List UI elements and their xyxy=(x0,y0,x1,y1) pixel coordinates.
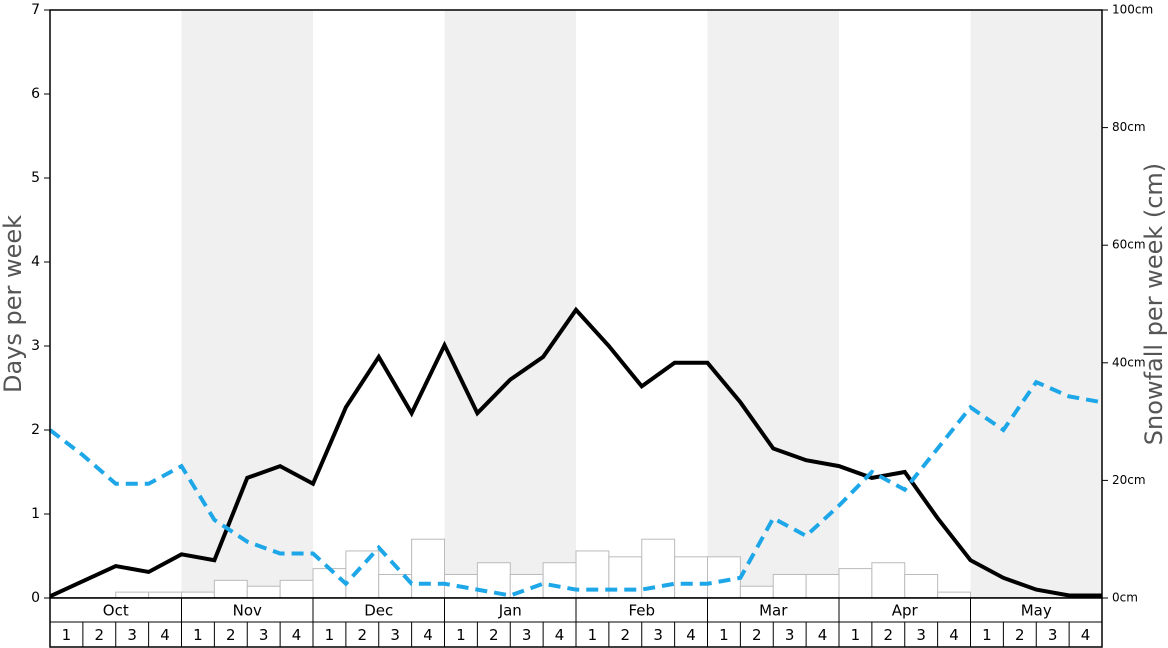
month-label: Feb xyxy=(628,602,655,620)
month-band xyxy=(444,10,576,598)
week-label: 3 xyxy=(259,626,269,644)
week-label: 1 xyxy=(719,626,729,644)
y-tick-label: 4 xyxy=(31,254,40,270)
bar xyxy=(674,556,708,599)
week-label: 2 xyxy=(1015,626,1025,644)
bar xyxy=(542,562,577,599)
month-band xyxy=(707,10,839,598)
week-label: 2 xyxy=(358,626,368,644)
bar xyxy=(279,579,314,599)
y-tick-label: 6 xyxy=(31,86,40,102)
bar xyxy=(739,585,774,599)
line-series xyxy=(49,306,1102,599)
bar xyxy=(312,568,347,599)
week-label: 4 xyxy=(1081,626,1091,644)
bar xyxy=(805,573,840,599)
week-label: 4 xyxy=(818,626,828,644)
week-label: 1 xyxy=(851,626,861,644)
y2-axis-label: Snowfall per week (cm) xyxy=(1140,163,1168,445)
week-label: 3 xyxy=(127,626,137,644)
week-label: 1 xyxy=(193,626,203,644)
week-label: 1 xyxy=(588,626,598,644)
week-label: 3 xyxy=(785,626,795,644)
y2-tick-label: 20cm xyxy=(1112,473,1146,487)
y2-tick-label: 40cm xyxy=(1112,355,1146,369)
month-band xyxy=(970,10,1102,598)
month-band xyxy=(181,10,313,598)
bar xyxy=(871,562,906,599)
month-label: Dec xyxy=(364,602,393,620)
week-label: 4 xyxy=(423,626,433,644)
month-label: Nov xyxy=(233,602,262,620)
bar xyxy=(608,556,643,599)
y-tick-label: 5 xyxy=(31,170,40,186)
week-label: 2 xyxy=(489,626,499,644)
bar xyxy=(115,591,150,599)
bar xyxy=(904,573,939,599)
week-label: 1 xyxy=(62,626,72,644)
y-axis-label: Days per week xyxy=(0,215,27,393)
bar xyxy=(707,556,741,599)
month-label: Oct xyxy=(103,602,129,620)
y-tick-label: 1 xyxy=(31,506,40,522)
bar xyxy=(213,579,248,599)
week-label: 1 xyxy=(325,626,335,644)
week-label: 3 xyxy=(1048,626,1058,644)
week-label: 1 xyxy=(982,626,992,644)
bar xyxy=(937,591,971,599)
week-label: 3 xyxy=(916,626,926,644)
week-label: 2 xyxy=(884,626,894,644)
line-series xyxy=(48,379,1103,598)
month-label: Apr xyxy=(892,602,919,620)
week-label: 4 xyxy=(555,626,565,644)
bar xyxy=(181,591,215,599)
bar xyxy=(345,550,380,599)
bar xyxy=(411,538,445,599)
y2-tick-label: 100cm xyxy=(1112,3,1153,17)
week-label: 3 xyxy=(390,626,400,644)
week-label: 2 xyxy=(752,626,762,644)
week-label: 1 xyxy=(456,626,466,644)
bar xyxy=(246,585,281,599)
y-tick-label: 2 xyxy=(31,422,40,438)
y-tick-label: 0 xyxy=(31,590,40,606)
y2-tick-label: 60cm xyxy=(1112,238,1146,252)
week-label: 3 xyxy=(653,626,663,644)
week-label: 3 xyxy=(522,626,532,644)
y-tick-label: 7 xyxy=(31,2,40,18)
bar xyxy=(772,573,807,599)
week-label: 4 xyxy=(292,626,302,644)
month-label: May xyxy=(1021,602,1052,620)
week-label: 2 xyxy=(95,626,105,644)
week-label: 2 xyxy=(226,626,236,644)
bar xyxy=(148,591,182,599)
y2-tick-label: 80cm xyxy=(1112,120,1146,134)
week-label: 4 xyxy=(949,626,959,644)
bar xyxy=(838,568,873,599)
week-label: 4 xyxy=(160,626,170,644)
y2-tick-label: 0cm xyxy=(1112,591,1138,605)
week-label: 4 xyxy=(686,626,696,644)
month-label: Jan xyxy=(498,602,522,620)
week-label: 2 xyxy=(621,626,631,644)
y-tick-label: 3 xyxy=(31,338,40,354)
month-label: Mar xyxy=(759,602,788,620)
